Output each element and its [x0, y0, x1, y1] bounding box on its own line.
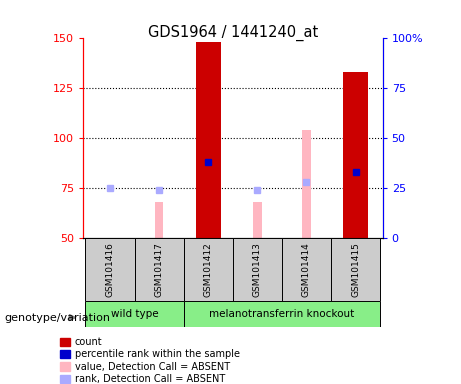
- Text: melanotransferrin knockout: melanotransferrin knockout: [209, 309, 355, 319]
- Text: GSM101416: GSM101416: [106, 242, 114, 297]
- Text: GDS1964 / 1441240_at: GDS1964 / 1441240_at: [148, 25, 318, 41]
- Bar: [135, 238, 183, 301]
- Bar: [233, 238, 282, 301]
- Text: wild type: wild type: [111, 309, 159, 319]
- Bar: [302, 130, 311, 238]
- Bar: [155, 202, 163, 238]
- Text: GSM101417: GSM101417: [154, 242, 164, 297]
- Bar: [253, 202, 262, 238]
- Bar: [85, 238, 135, 301]
- Bar: [282, 238, 331, 301]
- Bar: [85, 301, 183, 327]
- Text: genotype/variation: genotype/variation: [5, 313, 111, 323]
- Bar: [331, 238, 380, 301]
- Text: GSM101414: GSM101414: [302, 242, 311, 297]
- Legend: count, percentile rank within the sample, value, Detection Call = ABSENT, rank, : count, percentile rank within the sample…: [60, 337, 240, 384]
- Bar: [183, 238, 233, 301]
- Bar: [183, 301, 380, 327]
- Bar: [343, 72, 368, 238]
- Text: GSM101413: GSM101413: [253, 242, 262, 297]
- Bar: [196, 42, 220, 238]
- Text: GSM101415: GSM101415: [351, 242, 360, 297]
- Text: GSM101412: GSM101412: [204, 242, 213, 297]
